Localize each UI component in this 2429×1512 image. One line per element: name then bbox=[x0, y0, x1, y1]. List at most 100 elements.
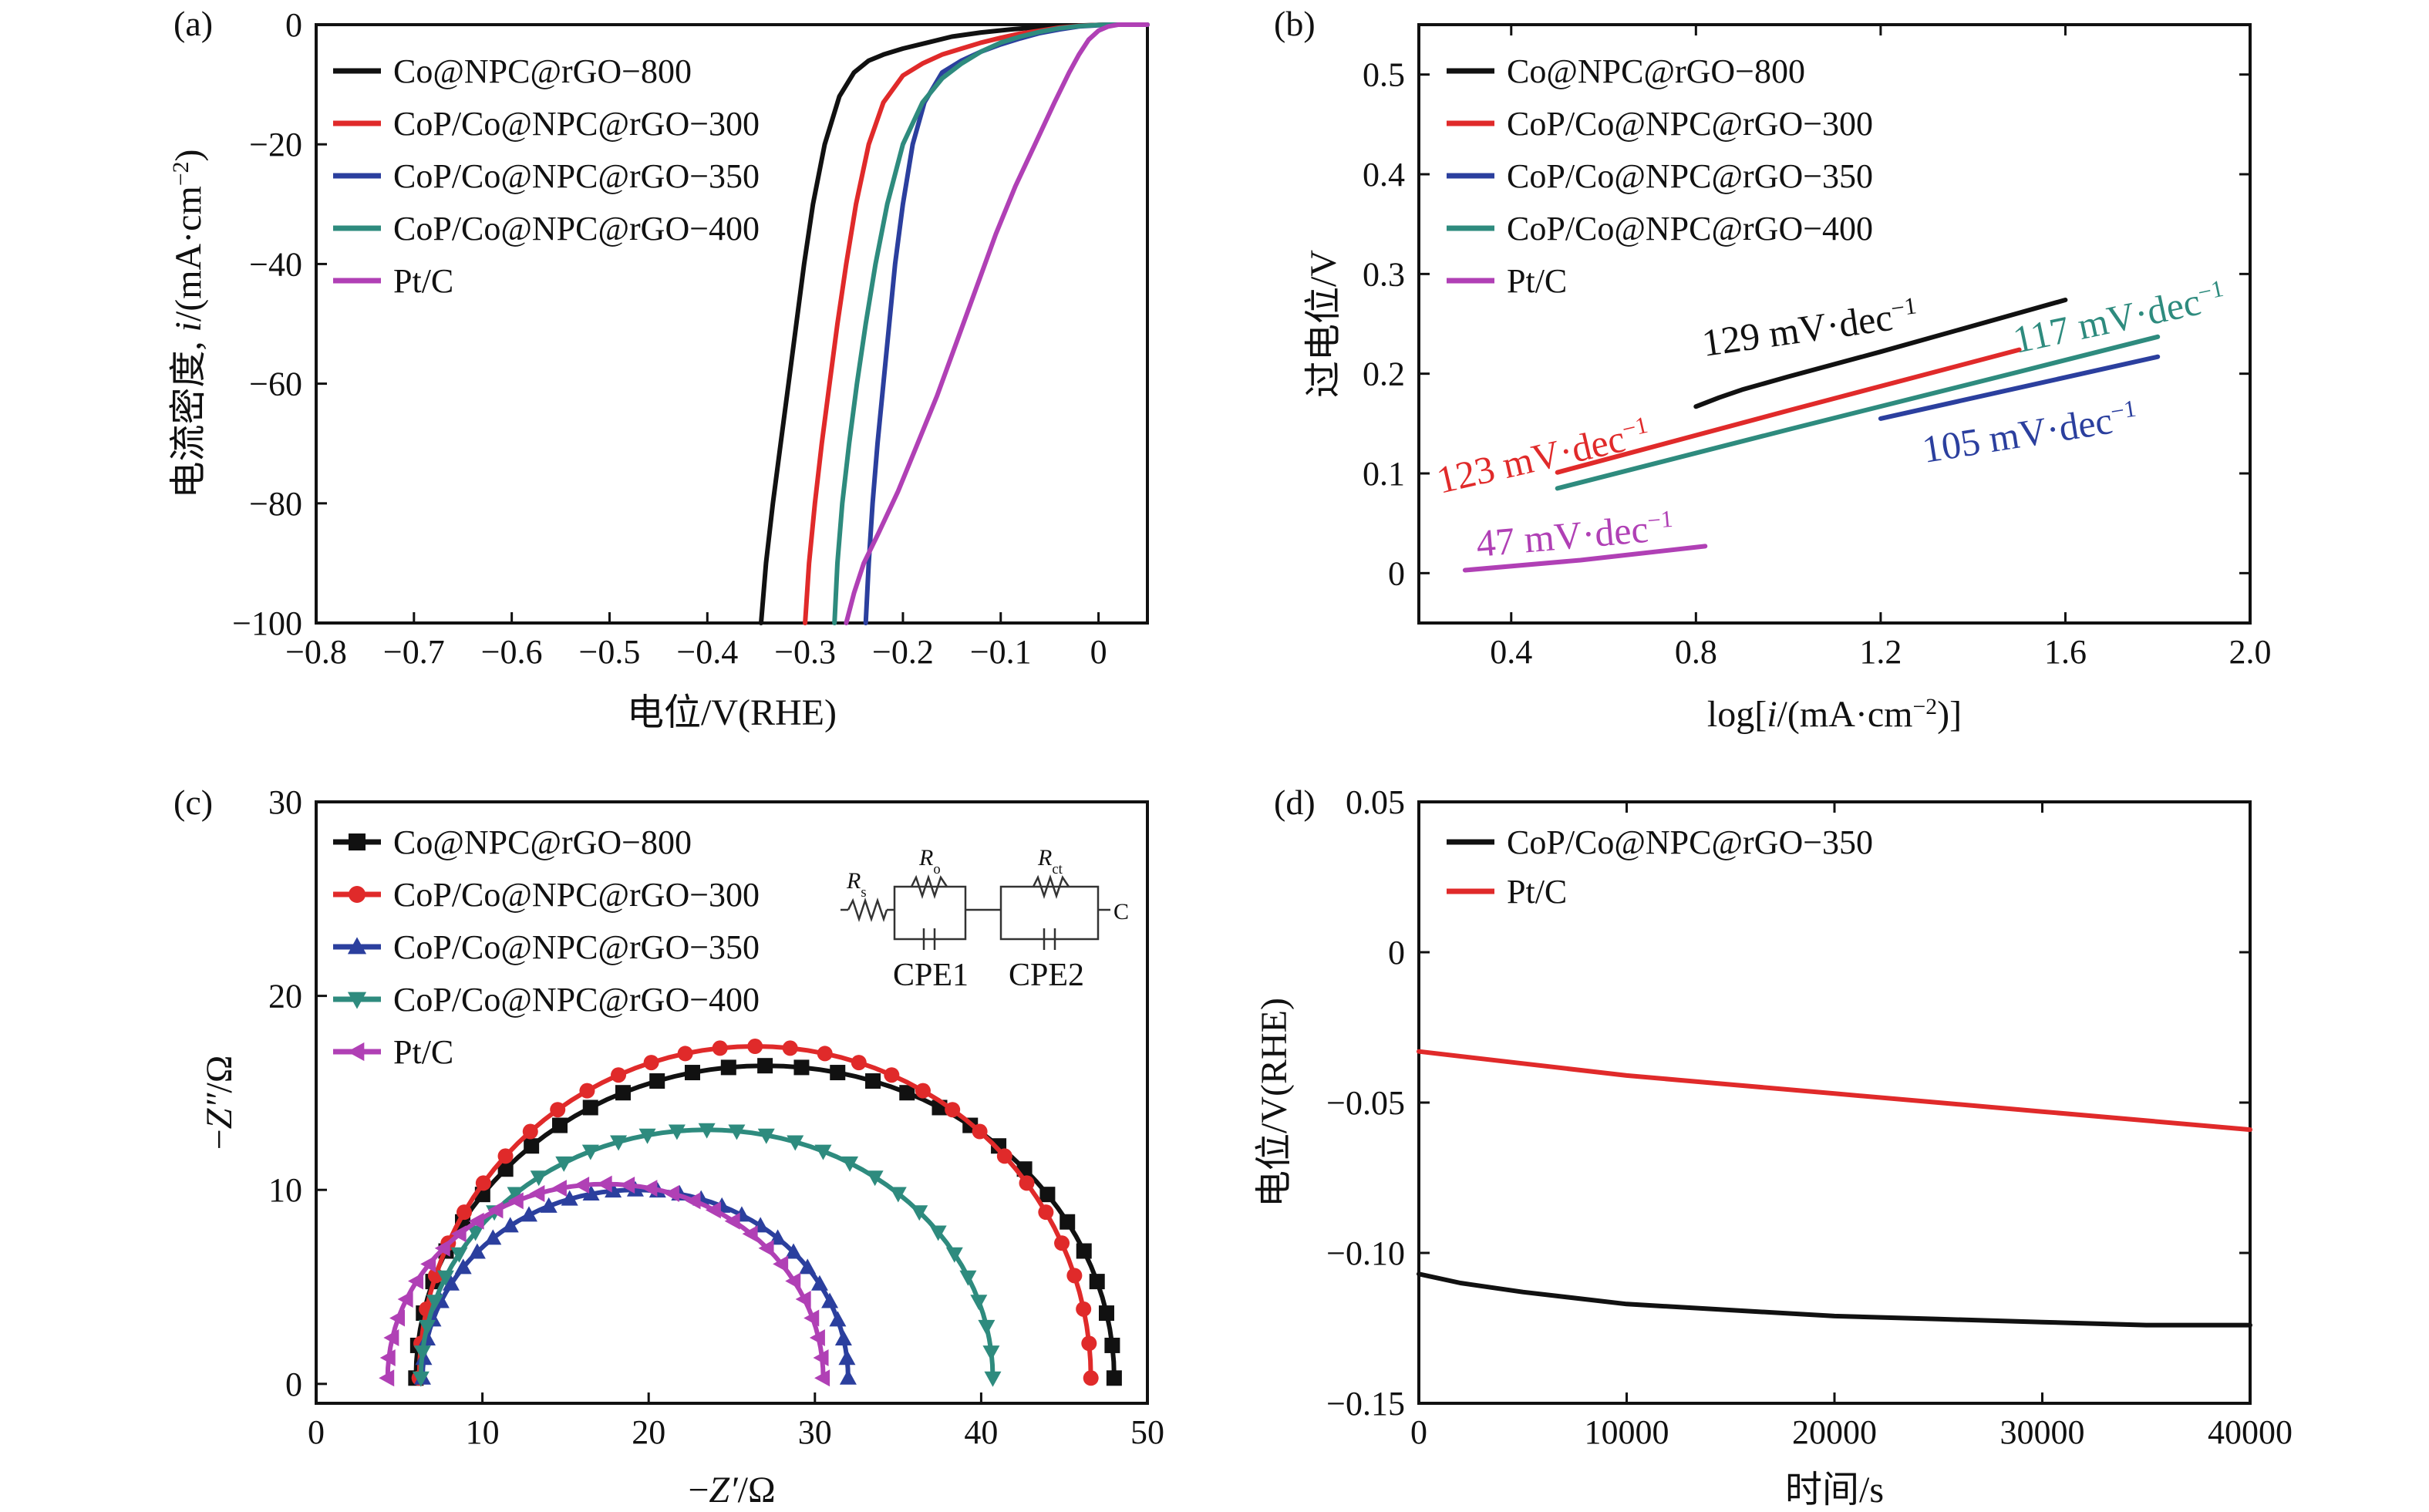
panel-c-data-marker bbox=[889, 1187, 907, 1203]
panel-c-data-marker bbox=[522, 1123, 538, 1140]
panel-d-series-line bbox=[1417, 1049, 2252, 1133]
panel-c-data-marker bbox=[834, 1330, 852, 1346]
circuit-label-ro: Ro bbox=[918, 845, 941, 877]
panel-c-data-marker bbox=[803, 1309, 820, 1327]
panel-c-data-marker bbox=[747, 1039, 763, 1055]
panel-c-legend-marker bbox=[347, 1042, 365, 1062]
panel-a-ytick-label: −100 bbox=[232, 604, 302, 642]
panel-c-data-marker bbox=[945, 1102, 961, 1118]
panel-a-xtick-label: −0.7 bbox=[383, 633, 445, 671]
panel-c-data-marker bbox=[582, 1099, 598, 1116]
panel-c-data-marker bbox=[397, 1290, 413, 1308]
panel-c-xtick-label: 30 bbox=[798, 1413, 832, 1451]
panel-c-data-marker bbox=[436, 1270, 454, 1286]
circuit-label-cpe1: CPE1 bbox=[893, 958, 969, 993]
panel-c-data-marker bbox=[851, 1055, 867, 1071]
panel-c-circuit-inset: Rs Ro CPE1 Rct C CPE2 bbox=[841, 845, 1129, 993]
panel-c-data-marker bbox=[712, 1040, 728, 1056]
panel-c-data-marker bbox=[649, 1073, 665, 1089]
panel-b-ytick-label: 0.2 bbox=[1363, 355, 1405, 393]
panel-c-data-marker bbox=[561, 1190, 578, 1206]
panel-c-data-marker bbox=[1066, 1268, 1083, 1284]
panel-c-data-marker bbox=[724, 1212, 740, 1230]
panel-b-label: (b) bbox=[1274, 4, 1316, 43]
panel-c-data-marker bbox=[663, 1184, 679, 1202]
panel-c-data-marker bbox=[389, 1309, 406, 1327]
panel-b-xtick-label: 1.6 bbox=[2044, 633, 2087, 671]
panel-c-legend-label: CoP/Co@NPC@rGO−350 bbox=[393, 928, 760, 966]
circuit-label-c: C bbox=[1113, 899, 1129, 924]
panel-c-data-marker bbox=[684, 1065, 700, 1081]
panel-a-xtick-label: −0.2 bbox=[872, 633, 934, 671]
panel-c-data-marker bbox=[540, 1197, 558, 1213]
panel-c-data-marker bbox=[507, 1187, 524, 1203]
panel-c-data-marker bbox=[685, 1192, 701, 1210]
panel-c-data-marker bbox=[841, 1156, 859, 1172]
panel-b-series-line bbox=[1555, 334, 2161, 491]
panel-c-data-marker bbox=[615, 1085, 631, 1101]
panel-c-data-marker bbox=[619, 1177, 635, 1194]
panel-c-data-marker bbox=[475, 1175, 491, 1191]
panel-c-legend-marker bbox=[349, 886, 366, 903]
panel-a-xlabel: 电位/V(RHE) bbox=[627, 692, 837, 733]
panel-b-ytick-label: 0.4 bbox=[1363, 156, 1405, 194]
panel-c-data-marker bbox=[720, 1059, 736, 1076]
panel-a-xtick-label: −0.3 bbox=[774, 633, 836, 671]
panel-c-data-marker bbox=[1076, 1243, 1092, 1259]
panel-c-data-marker bbox=[642, 1180, 658, 1197]
panel-c-xtick-label: 10 bbox=[466, 1413, 500, 1451]
panel-c-ytick-label: 0 bbox=[285, 1366, 302, 1403]
panel-c-data-marker bbox=[982, 1345, 1000, 1362]
panel-b-series-line bbox=[1693, 298, 2068, 409]
panel-c-data-marker bbox=[810, 1275, 828, 1291]
panel-c-data-marker bbox=[773, 1255, 789, 1273]
panel-c-data-marker bbox=[450, 1225, 467, 1243]
panel-c-data-marker bbox=[1083, 1370, 1099, 1386]
panel-c-data-marker bbox=[945, 1247, 963, 1263]
panel-d-xlabel: 时间/s bbox=[1785, 1470, 1884, 1510]
ro-resistor bbox=[910, 874, 948, 899]
panel-a-ytick-label: 0 bbox=[285, 6, 302, 44]
panel-c-data-marker bbox=[434, 1239, 450, 1257]
panel-c-data-marker bbox=[383, 1328, 399, 1346]
panel-c-data-marker bbox=[838, 1349, 856, 1366]
panel-c-data-marker bbox=[1089, 1274, 1105, 1290]
panel-a-plot-frame bbox=[315, 23, 1149, 625]
panel-b-xtick-label: 0.8 bbox=[1675, 633, 1717, 671]
panel-c-ytick-label: 30 bbox=[268, 783, 302, 821]
panel-b-series-line bbox=[1462, 544, 1708, 573]
panel-c-data-marker bbox=[638, 1128, 656, 1144]
panel-c-data-marker bbox=[524, 1138, 540, 1154]
panel-c-data-marker bbox=[705, 1201, 721, 1219]
panel-a-ytick-label: −40 bbox=[249, 245, 302, 283]
panel-b-xlabel: log[i/(mA·cm−2)] bbox=[1707, 694, 1962, 736]
panel-c-data-marker bbox=[884, 1067, 900, 1083]
panel-c-data-marker bbox=[412, 1371, 430, 1387]
panel-c-data-marker bbox=[757, 1128, 775, 1144]
panel-c-xlabel: −Z′/Ω bbox=[688, 1470, 775, 1510]
panel-c-ytick-label: 20 bbox=[268, 978, 302, 1015]
panel-a-xtick-label: 0 bbox=[1090, 633, 1107, 671]
panel-d-xtick-label: 10000 bbox=[1585, 1413, 1669, 1451]
panel-c-data-marker bbox=[456, 1204, 473, 1221]
panel-c-data-marker bbox=[929, 1225, 947, 1241]
panel-d-label: (d) bbox=[1274, 783, 1316, 822]
panel-c-legend-label: Pt/C bbox=[393, 1033, 453, 1071]
panel-c-data-marker bbox=[467, 1225, 484, 1241]
panel-d: 0 10000 20000 30000 40000 0.05 0 −0.05 −0.10 −0.1… bbox=[1254, 783, 2293, 1510]
panel-c-data-marker bbox=[426, 1295, 443, 1311]
panel-c-data-marker bbox=[605, 1182, 622, 1198]
panel-c-data-marker bbox=[911, 1205, 928, 1221]
panel-a-legend-label: CoP/Co@NPC@rGO−300 bbox=[393, 105, 760, 143]
panel-d-ylabel: 电位/V(RHE) bbox=[1254, 998, 1295, 1207]
panel-c-data-marker bbox=[643, 1055, 659, 1071]
panel-d-xtick-label: 30000 bbox=[2000, 1413, 2085, 1451]
panel-a-series-line bbox=[832, 22, 1150, 625]
panel-c-data-marker bbox=[1104, 1337, 1120, 1353]
panel-c-data-marker bbox=[596, 1175, 612, 1193]
panel-a-xtick-label: −0.6 bbox=[481, 633, 543, 671]
circuit-block-1 bbox=[893, 885, 967, 941]
panel-d-ytick-label: −0.15 bbox=[1326, 1385, 1405, 1423]
rct-resistor bbox=[1032, 874, 1070, 899]
